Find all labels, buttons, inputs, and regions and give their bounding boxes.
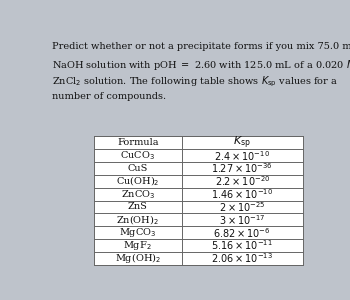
Text: CuS: CuS <box>128 164 148 173</box>
Text: Mg(OH)$_2$: Mg(OH)$_2$ <box>115 251 161 265</box>
Text: $3 \times 10^{-17}$: $3 \times 10^{-17}$ <box>219 213 265 227</box>
Text: $2.2 \times 10^{-20}$: $2.2 \times 10^{-20}$ <box>215 175 270 188</box>
Text: $6.82 \times 10^{-6}$: $6.82 \times 10^{-6}$ <box>214 226 271 239</box>
Text: $1.27 \times 10^{-36}$: $1.27 \times 10^{-36}$ <box>211 162 273 176</box>
Text: NaOH solution with pOH $=$ 2.60 with 125.0 mL of a 0.020 $M$: NaOH solution with pOH $=$ 2.60 with 125… <box>52 58 350 72</box>
Text: ZnS: ZnS <box>128 202 148 211</box>
Text: Predict whether or not a precipitate forms if you mix 75.0 mL of a: Predict whether or not a precipitate for… <box>52 42 350 51</box>
Text: $2 \times 10^{-25}$: $2 \times 10^{-25}$ <box>219 200 265 214</box>
Text: $2.06 \times 10^{-13}$: $2.06 \times 10^{-13}$ <box>211 251 273 265</box>
Text: CuCO$_3$: CuCO$_3$ <box>120 149 155 162</box>
Text: MgCO$_3$: MgCO$_3$ <box>119 226 156 239</box>
Text: MgF$_2$: MgF$_2$ <box>124 239 152 252</box>
FancyBboxPatch shape <box>94 136 303 265</box>
Text: $5.16 \times 10^{-11}$: $5.16 \times 10^{-11}$ <box>211 238 273 252</box>
Text: $K_{\rm sp}$: $K_{\rm sp}$ <box>233 135 251 151</box>
Text: ZnCl$_2$ solution. The following table shows $K_{\rm sp}$ values for a: ZnCl$_2$ solution. The following table s… <box>52 75 338 89</box>
Text: ZnCO$_3$: ZnCO$_3$ <box>121 188 155 201</box>
Text: number of compounds.: number of compounds. <box>52 92 166 101</box>
Text: $2.4 \times 10^{-10}$: $2.4 \times 10^{-10}$ <box>214 149 270 163</box>
Text: Zn(OH)$_2$: Zn(OH)$_2$ <box>117 213 159 226</box>
Text: Cu(OH)$_2$: Cu(OH)$_2$ <box>116 175 160 188</box>
Text: $1.46 \times 10^{-10}$: $1.46 \times 10^{-10}$ <box>211 187 273 201</box>
Text: Formula: Formula <box>117 138 159 147</box>
